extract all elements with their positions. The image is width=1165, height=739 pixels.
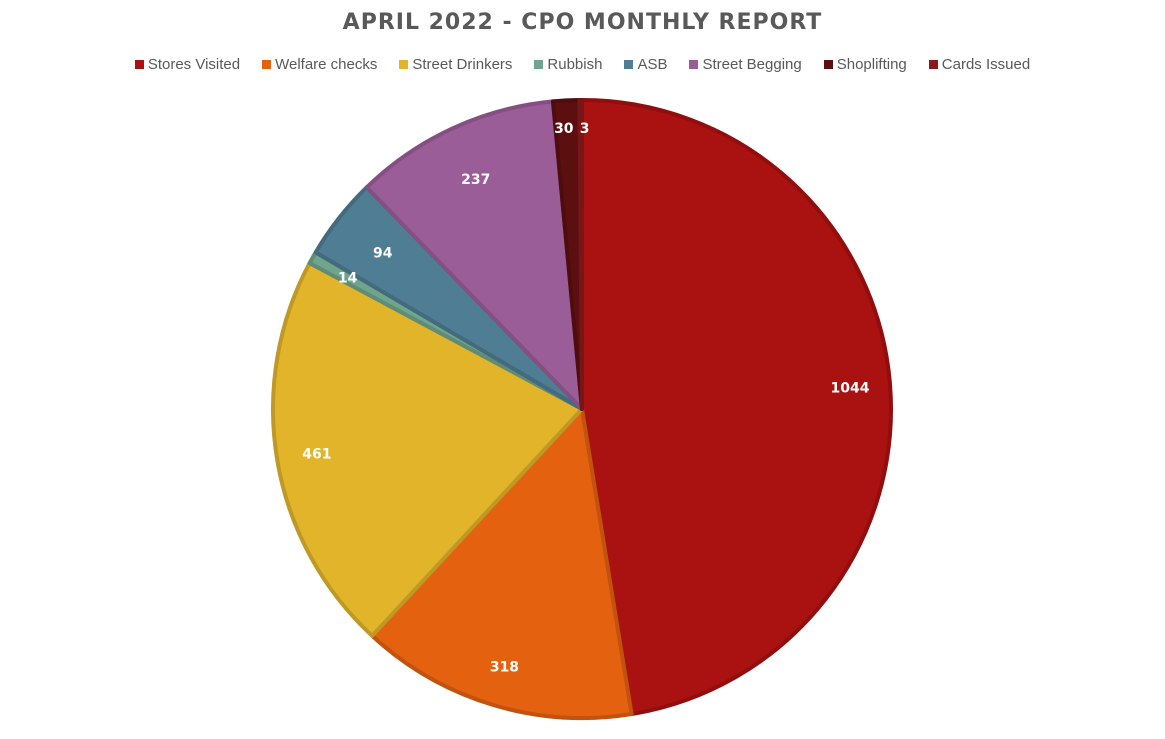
legend-swatch <box>689 60 699 69</box>
legend-swatch <box>823 60 833 69</box>
data-label: 1044 <box>830 380 869 396</box>
data-label: 318 <box>490 659 519 675</box>
legend-item: Shoplifting <box>823 56 907 73</box>
legend-swatch <box>534 60 544 69</box>
legend-label: Stores Visited <box>147 56 241 73</box>
data-label: 14 <box>338 270 358 286</box>
legend-swatch <box>399 60 409 69</box>
legend-item: Cards Issued <box>928 56 1031 73</box>
legend: Stores Visited Welfare checks Street Drink… <box>0 56 1165 73</box>
legend-item: ASB <box>624 56 667 73</box>
legend-item: Street Drinkers <box>399 56 512 73</box>
legend-swatch <box>624 60 634 69</box>
pie-slice <box>370 407 634 720</box>
chart-title: APRIL 2022 - CPO MONTHLY REPORT <box>342 10 823 35</box>
legend-label: ASB <box>637 56 668 73</box>
pie-slice <box>364 99 584 411</box>
data-label: 30 <box>554 121 574 137</box>
legend-swatch <box>134 60 144 69</box>
legend-label: Cards Issued <box>941 56 1031 73</box>
legend-item: Street Begging <box>689 56 802 73</box>
data-label: 94 <box>373 245 393 261</box>
legend-swatch <box>928 60 938 69</box>
legend-item: Rubbish <box>534 56 602 73</box>
legend-label: Welfare checks <box>275 56 378 73</box>
data-label: 3 <box>580 121 590 137</box>
legend-label: Rubbish <box>547 56 603 73</box>
legend-label: Shoplifting <box>836 56 907 73</box>
pie-slice <box>271 261 584 638</box>
pie-slice <box>580 98 893 716</box>
data-label: 237 <box>461 172 490 188</box>
pie-slice <box>577 97 584 411</box>
legend-label: Street Begging <box>702 56 802 73</box>
legend-item: Welfare checks <box>262 56 377 73</box>
legend-item: Stores Visited <box>134 56 241 73</box>
legend-swatch <box>262 60 272 69</box>
data-label: 461 <box>302 446 331 462</box>
legend-label: Street Drinkers <box>412 56 513 73</box>
